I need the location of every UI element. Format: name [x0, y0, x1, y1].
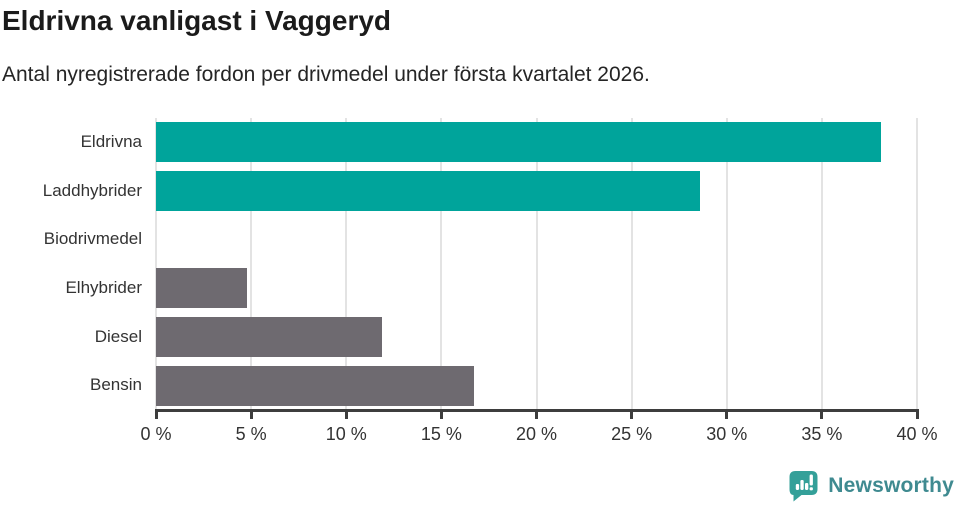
newsworthy-chart-bubble-icon — [789, 471, 818, 502]
x-axis-tick — [915, 412, 919, 419]
x-axis-tick-label: 15 % — [420, 424, 462, 444]
x-axis-tick — [344, 412, 348, 419]
x-axis-tick-label: 10 % — [325, 424, 367, 444]
x-axis-tick — [535, 412, 538, 419]
category-label: Biodrivmedel — [43, 229, 142, 249]
x-axis-tick-label: 35 % — [801, 424, 843, 444]
x-axis-tick-label: 0 % — [140, 424, 172, 444]
gridline — [820, 118, 823, 410]
x-axis-tick — [820, 412, 824, 419]
x-axis-tick-label: 40 % — [896, 424, 938, 444]
x-axis-tick — [630, 412, 634, 419]
x-axis-tick-label: 5 % — [235, 424, 267, 444]
category-label: Laddhybrider — [42, 180, 142, 200]
category-label: Diesel — [94, 326, 142, 346]
newsworthy-logo-text: Newsworthy — [828, 474, 954, 497]
x-axis-tick — [249, 412, 253, 419]
x-axis-tick-label: 20 % — [515, 424, 558, 444]
gridline — [440, 118, 443, 410]
bar-bensin — [156, 365, 474, 406]
gridline — [155, 118, 157, 410]
gridline — [916, 118, 918, 410]
newsworthy-logo: Newsworthy — [788, 470, 954, 502]
chart-title: Eldrivna vanligast i Vaggeryd — [2, 5, 392, 36]
category-label: Elhybrider — [65, 278, 142, 297]
category-label: Eldrivna — [80, 132, 142, 151]
bar-laddhybrider — [156, 171, 701, 211]
gridline — [630, 118, 633, 410]
x-axis-tick — [725, 412, 729, 419]
gridline — [345, 118, 348, 410]
gridline — [250, 118, 253, 410]
x-axis-line — [154, 409, 919, 412]
category-label: Bensin — [90, 375, 142, 395]
x-axis-tick — [439, 412, 443, 419]
chart-subtitle: Antal nyregistrerade fordon per drivmede… — [2, 63, 650, 86]
bar-eldrivna — [156, 122, 881, 163]
gridline — [535, 118, 538, 410]
x-axis-tick-label: 25 % — [611, 424, 653, 444]
bar-diesel — [156, 317, 383, 357]
x-axis-tick-label: 30 % — [706, 424, 748, 444]
gridline — [725, 118, 728, 410]
x-axis-tick — [154, 412, 158, 419]
bar-elhybrider — [156, 268, 248, 309]
